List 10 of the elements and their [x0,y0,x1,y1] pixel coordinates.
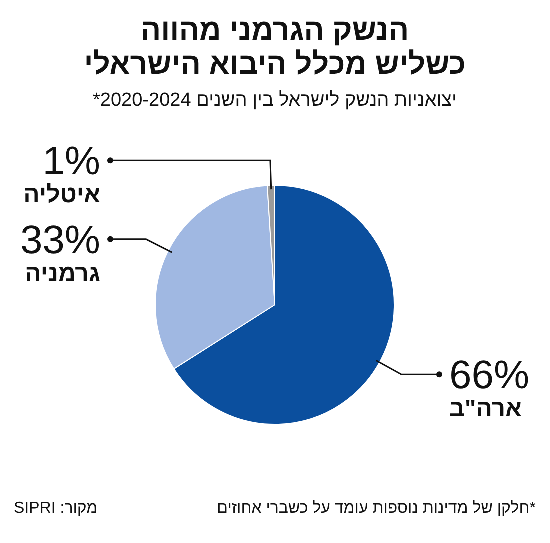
data-label: 33% [20,218,100,262]
data-label: 66% [450,354,530,398]
slice-label: איטליה [24,182,100,209]
text: *חלקן של מדינות נוספות עומד על כשברי אחוזים [217,500,536,518]
chart-subtitle: יצואניות הנשק לישראל בין השנים 2020-2024* [92,90,458,112]
text: מקור: SIPRI [14,500,98,518]
slice-label: גרמניה [25,260,100,288]
slice-label: ארה"ב [450,396,522,423]
data-label: 1% [42,140,100,184]
chart-title: הנשק הגרמני מהווה כשליש מכלל היבוא הישראלי [83,13,467,82]
